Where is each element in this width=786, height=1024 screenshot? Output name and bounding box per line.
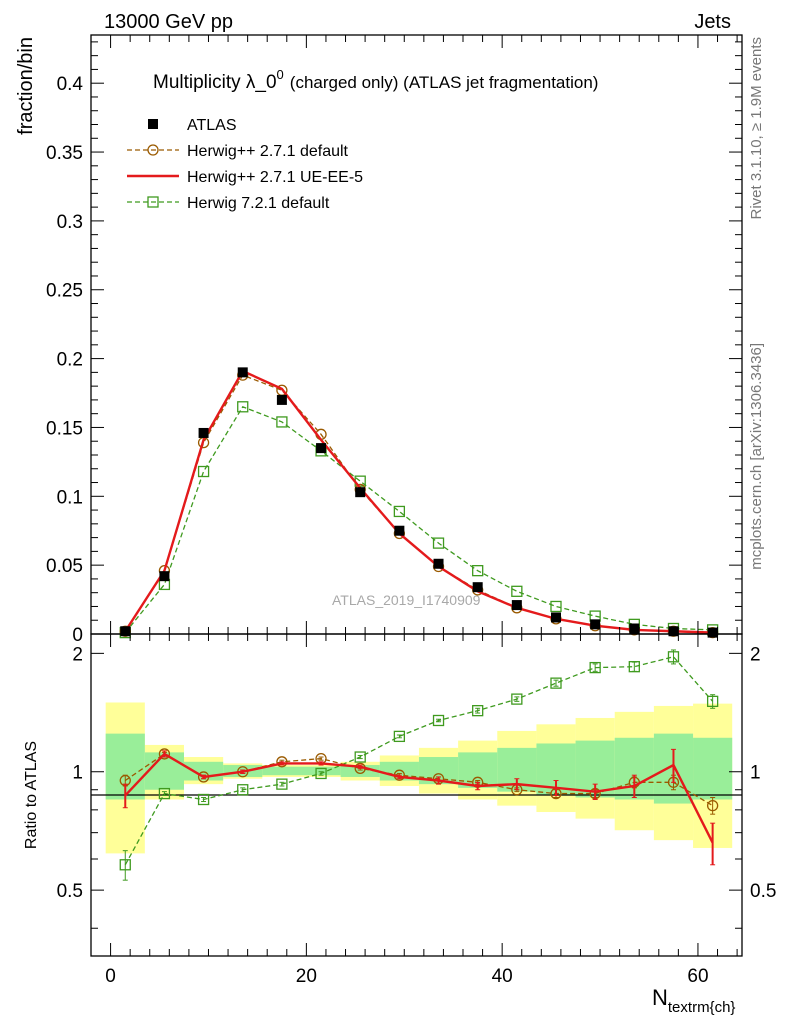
ratio-series-1 (122, 748, 716, 866)
ratio-plot-frame (90, 633, 743, 957)
legend-marker (147, 144, 159, 156)
main-data-point (276, 394, 287, 405)
ratio-data-point (706, 799, 719, 812)
main-series-3 (119, 401, 719, 639)
ratio-data-point (472, 705, 484, 717)
rivet-version-label: Rivet 3.1.10, ≥ 1.9M events (748, 37, 765, 220)
main-data-point (590, 619, 601, 630)
ratio-data-point (119, 859, 131, 871)
main-data-point (629, 623, 640, 634)
stat-band-bin (693, 737, 733, 800)
main-y-tick-label: 0.3 (57, 212, 83, 233)
ratio-y-tick-label: 1 (72, 763, 83, 784)
ratio-data-point (354, 751, 366, 763)
stat-band-bin (340, 765, 380, 777)
main-data-point (316, 443, 327, 454)
main-series-line (124, 369, 713, 634)
main-data-point (393, 505, 406, 518)
legend: ATLAS Herwig++ 2.7.1 default Herwig++ 2.7.… (127, 117, 363, 212)
main-data-point (198, 427, 209, 438)
main-y-tick-label: 0.4 (57, 74, 84, 95)
ratio-data-point (550, 677, 562, 689)
main-y-tick-label: 0.15 (46, 418, 83, 439)
ratio-data-point (276, 778, 288, 790)
ratio-y-tick-label-right: 0.5 (750, 881, 776, 902)
ratio-y-tick-label: 0.5 (57, 881, 83, 902)
stat-band-bin (144, 752, 184, 790)
x-tick-label: 60 (687, 966, 708, 987)
main-data-point (276, 416, 288, 428)
legend-label: ATLAS (187, 117, 237, 134)
legend-marker (147, 196, 159, 208)
main-data-point (159, 571, 170, 582)
main-data-point (355, 487, 366, 498)
ratio-data-point (589, 661, 601, 674)
ratio-series-line (124, 656, 714, 866)
legend-label: Herwig 7.2.1 default (187, 195, 330, 212)
main-data-point (197, 465, 210, 478)
ratio-data-point (237, 784, 249, 796)
ratio-series-2 (119, 649, 719, 881)
analysis-watermark: ATLAS_2019_I1740909 (332, 592, 481, 608)
main-series-line (124, 405, 713, 634)
main-series-0 (120, 367, 718, 638)
ratio-data-point (511, 693, 523, 705)
mcplots-label: mcplots.cern.ch [arXiv:1306.3436] (748, 343, 765, 570)
main-series-2 (124, 369, 713, 634)
main-data-point (237, 367, 248, 378)
main-data-point (550, 600, 562, 613)
main-y-tick-label: 0.05 (46, 556, 83, 577)
header-observable-group: Jets (694, 11, 731, 33)
ratio-y-tick-label-right: 1 (750, 763, 761, 784)
main-data-point (432, 537, 445, 549)
main-y-tick-label: 0.2 (57, 350, 83, 371)
main-data-point (472, 565, 484, 577)
ratio-data-point (628, 661, 640, 673)
main-y-axis-label: fraction/bin (15, 37, 37, 135)
main-data-point (707, 627, 718, 638)
ratio-data-point (667, 651, 680, 663)
main-data-point (237, 401, 249, 413)
ratio-data-point (432, 714, 445, 727)
x-tick-label: 0 (105, 966, 116, 987)
ratio-y-tick-label: 2 (72, 644, 83, 665)
stat-band-bin (262, 766, 302, 776)
main-plot-panel: Multiplicity λ_00 (charged only) (ATLAS j… (15, 34, 743, 646)
stat-band-bin (301, 766, 341, 776)
main-y-tick-label: 0.25 (46, 281, 83, 302)
ratio-data-point (197, 793, 210, 806)
main-y-tick-label: 0.35 (46, 143, 83, 164)
legend-marker (148, 119, 158, 129)
main-data-point (668, 626, 679, 637)
ratio-data-point (158, 787, 171, 800)
ratio-data-point (706, 695, 719, 708)
ratio-series-line (124, 752, 714, 844)
ratio-data-point (315, 767, 327, 780)
x-tick-label: 20 (296, 966, 317, 987)
ratio-y-axis-label: Ratio to ATLAS (23, 741, 40, 849)
main-data-point (433, 558, 444, 569)
main-data-point (120, 626, 131, 637)
x-tick-label: 40 (492, 966, 513, 987)
x-axis-label: Ntextrm{ch} (652, 985, 735, 1016)
main-data-point (511, 585, 523, 597)
ratio-y-tick-label-right: 2 (750, 644, 761, 665)
main-y-tick-label: 0 (72, 625, 83, 646)
ratio-data-point (158, 748, 171, 760)
main-title: Multiplicity λ_00 (charged only) (ATLAS j… (153, 67, 598, 93)
legend-label: Herwig++ 2.7.1 default (187, 143, 349, 160)
stat-band-bin (379, 761, 419, 781)
main-data-point (472, 582, 483, 593)
main-data-point (394, 525, 405, 536)
ratio-plot-panel: 0.5 0.51 12 20 20 40 60 Ratio to ATLAS Ntextrm… (23, 633, 776, 1016)
ratio-data-point (276, 756, 288, 768)
header-process: 13000 GeV pp (104, 11, 233, 33)
main-data-point (511, 600, 522, 611)
main-y-tick-label: 0.1 (57, 487, 83, 508)
legend-label: Herwig++ 2.7.1 UE-EE-5 (187, 169, 363, 186)
main-data-point (551, 612, 561, 623)
ratio-data-point (393, 730, 406, 743)
